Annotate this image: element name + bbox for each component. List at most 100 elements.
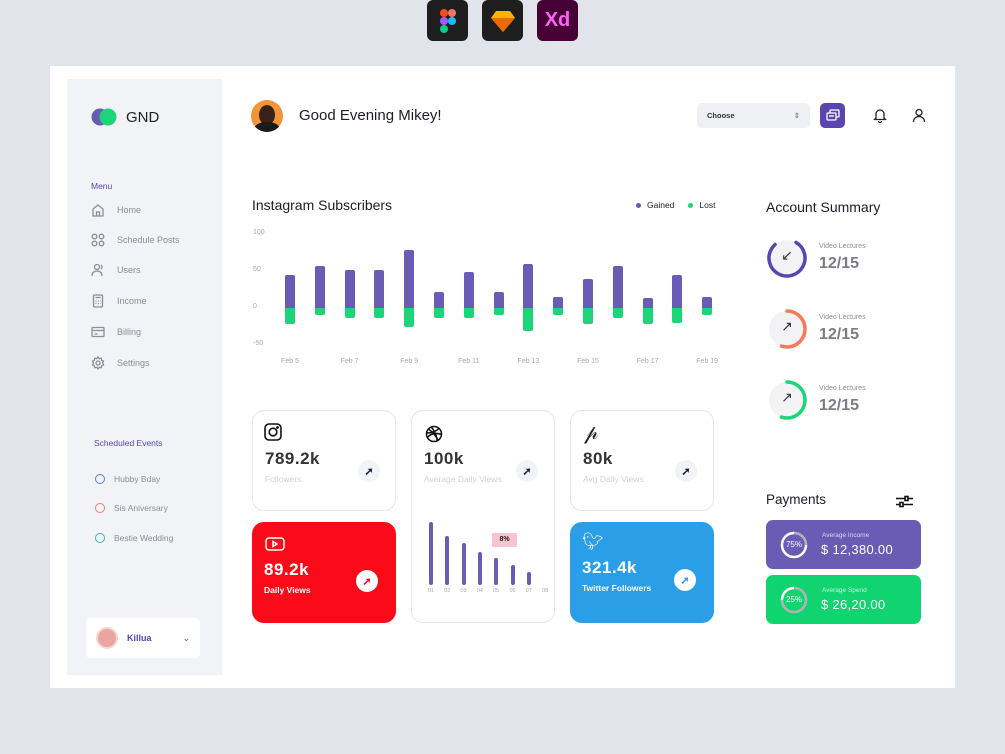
user-icon[interactable] — [912, 108, 926, 123]
calculator-icon — [92, 294, 104, 308]
chat-icon — [825, 109, 840, 121]
account-summary-title: Account Summary — [766, 199, 881, 215]
arrow-up-right-icon: ↗ — [781, 389, 793, 405]
y-tick-label: 50 — [253, 266, 261, 273]
instagram-card: 789.2k Followers ➚ — [252, 410, 396, 511]
mini-x-label: 08 — [542, 588, 549, 594]
payment-card: 75% Average Income $ 12,380.00 — [766, 520, 921, 569]
event-dot-icon — [95, 533, 105, 543]
twitter-card: 🐦︎ 321.4k Twitter Followers ➚ — [570, 522, 714, 623]
event-dot-icon — [95, 503, 105, 513]
youtube-icon — [265, 537, 285, 551]
arrow-up-right-button[interactable]: ➚ — [358, 460, 380, 482]
summary-value: 12/15 — [819, 397, 860, 414]
mini-x-label: 03 — [460, 588, 467, 594]
gear-icon — [91, 356, 105, 370]
sidebar-item-users[interactable]: Users — [91, 263, 141, 277]
bar-gained — [285, 275, 295, 308]
x-tick-label: Feb 17 — [636, 358, 659, 365]
bar-lost — [702, 308, 713, 315]
summary-label: Video Lectures — [819, 243, 866, 250]
mini-x-label: 04 — [476, 588, 483, 594]
greeting: Good Evening Mikey! — [299, 107, 442, 124]
sidebar-item-settings[interactable]: Settings — [91, 356, 150, 370]
event-item[interactable]: Hubby Bday — [95, 474, 160, 484]
payment-value: $ 12,380.00 — [821, 542, 893, 557]
mini-x-label: 01 — [427, 588, 435, 594]
mini-bar — [510, 565, 515, 585]
figma-logo — [427, 0, 468, 41]
progress-ring — [767, 380, 807, 420]
arrow-down-left-icon: ↙ — [781, 247, 793, 263]
mini-bar — [429, 522, 433, 585]
sidebar-item-billing[interactable]: Billing — [91, 325, 141, 339]
dashboard: GND Menu Home Schedule Posts Users Incom… — [50, 66, 955, 688]
twitter-icon: 🐦︎ — [582, 532, 604, 551]
sidebar-item-income[interactable]: Income — [91, 294, 147, 308]
x-tick-label: Feb 13 — [517, 358, 540, 365]
bar-lost — [672, 308, 683, 323]
mini-bar — [477, 552, 482, 585]
sidebar-item-schedule-posts[interactable]: Schedule Posts — [91, 233, 180, 247]
menu-label: Menu — [91, 181, 113, 191]
y-tick-label: 0 — [253, 303, 257, 310]
bar-gained — [612, 265, 623, 308]
sidebar-item-home[interactable]: Home — [91, 203, 141, 217]
brand-name: GND — [126, 108, 160, 126]
arrow-up-right-button[interactable]: ➚ — [675, 460, 697, 482]
summary-value: 12/15 — [819, 255, 860, 272]
select-value: Choose — [707, 111, 735, 120]
nav-label: Users — [117, 265, 141, 275]
x-tick-label: Feb 7 — [340, 358, 359, 365]
chevron-down-icon: ⌄ — [182, 632, 190, 643]
dribbble-card: 100k Average Daily Views ➚ 01 02 03 04 05 06 0… — [411, 410, 555, 623]
stat-label: Daily Views — [264, 585, 311, 595]
payment-label: Average Income — [822, 532, 870, 539]
nav-label: Settings — [117, 358, 150, 368]
avatar — [251, 100, 283, 132]
bar-lost — [404, 308, 415, 328]
bar-lost — [523, 308, 534, 331]
pinterest-icon: 𝓅 — [584, 420, 599, 444]
bar-gained — [523, 263, 534, 308]
summary-value: 12/15 — [819, 326, 860, 343]
instagram-icon — [264, 423, 282, 441]
bell-icon[interactable] — [873, 108, 887, 123]
x-tick-label: Feb 11 — [458, 358, 480, 365]
user-switcher[interactable]: Killua ⌄ — [86, 618, 200, 658]
bar-gained — [344, 269, 355, 308]
sketch-logo — [482, 0, 523, 41]
grid-icon — [91, 233, 105, 247]
messages-button[interactable] — [820, 103, 845, 128]
stat-label: Avg Daily Views — [583, 474, 644, 484]
home-icon — [92, 204, 104, 217]
brand: GND — [91, 108, 159, 126]
nav-label: Home — [117, 205, 142, 215]
pinterest-card: 𝓅 80k Avg Daily Views ➚ — [570, 410, 714, 511]
user-name: Killua — [127, 633, 152, 643]
avatar — [96, 627, 118, 649]
x-tick-label: Feb 5 — [281, 358, 299, 365]
arrow-up-right-button[interactable]: ➚ — [356, 570, 378, 592]
event-item[interactable]: Sis Aniversary — [95, 503, 168, 513]
filter-sliders-icon[interactable] — [896, 495, 913, 508]
choose-select[interactable]: Choose ⇕ — [697, 103, 810, 128]
event-label: Sis Aniversary — [114, 503, 168, 513]
stat-label: Average Daily Views — [424, 474, 502, 484]
progress-ring — [767, 238, 807, 278]
scheduled-events-label: Scheduled Events — [94, 438, 163, 448]
percent-label: 25% — [785, 595, 802, 604]
payment-card: 25% Average Spend $ 26,20.00 — [766, 575, 921, 624]
stat-value: 789.2k — [265, 449, 320, 468]
percent-ring — [780, 586, 808, 614]
event-item[interactable]: Bestie Wedding — [95, 533, 173, 543]
mini-x-label: 07 — [525, 588, 532, 594]
stat-value: 80k — [583, 449, 613, 468]
x-tick-label: Feb 15 — [577, 358, 599, 365]
mini-bar — [445, 536, 450, 585]
arrow-up-right-button[interactable]: ➚ — [674, 569, 696, 591]
mini-x-label: 05 — [493, 588, 500, 594]
bar-gained — [642, 297, 653, 308]
xd-logo: Xd — [537, 0, 578, 41]
arrow-up-right-button[interactable]: ➚ — [516, 460, 538, 482]
